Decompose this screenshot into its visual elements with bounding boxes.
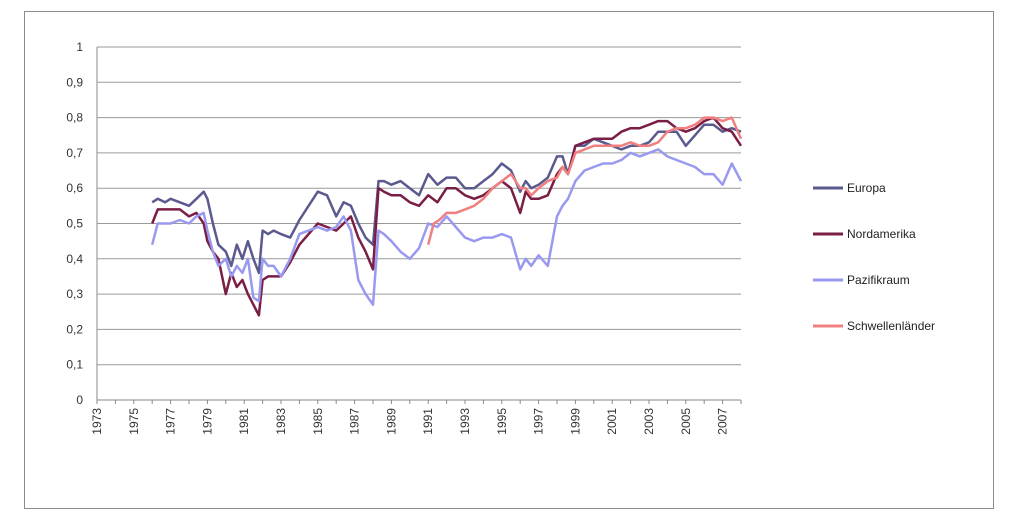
legend-label: Schwellenländer	[847, 319, 935, 333]
y-tick-label: 0,1	[66, 358, 83, 372]
y-tick-label: 0,6	[66, 181, 83, 195]
gridlines	[97, 46, 741, 366]
chart-frame: 0 0,1 0,2 0,3 0,4 0,5 0,6 0,7 0,8 0,9 1 1973 1975 19…	[24, 11, 994, 509]
x-tick-label: 1989	[384, 408, 398, 435]
y-tick-label: 0,4	[66, 252, 83, 266]
series-line-nordamerika	[151, 116, 743, 317]
y-tick-label: 0,9	[66, 75, 83, 89]
legend-label: Nordamerika	[847, 227, 916, 241]
x-tick-label: 1993	[458, 408, 472, 435]
x-tick-label: 1999	[568, 408, 582, 435]
legend-label: Europa	[847, 181, 886, 195]
y-tick-label: 0,2	[66, 322, 83, 336]
x-tick-label: 1983	[274, 408, 288, 435]
y-tick-label: 1	[76, 40, 83, 54]
line-chart: 00,10,20,30,40,50,60,70,80,91 1973 1975 19…	[66, 40, 935, 435]
y-tick-label: 0	[76, 393, 83, 407]
x-tick-label: 2001	[605, 408, 619, 435]
x-tick-label: 1995	[495, 408, 509, 435]
axes	[96, 47, 741, 401]
legend: Europa Nordamerika Pazifikraum Schwellenlän…	[813, 181, 935, 333]
x-tick-label: 1977	[164, 408, 178, 435]
x-tick-label: 1997	[532, 408, 546, 435]
x-tick-label: 1975	[127, 408, 141, 435]
y-axis-ticks: 0 0,1 0,2 0,3 0,4 0,5 0,6 0,7 0,8 0,9 1	[66, 40, 83, 407]
series-lines	[150, 116, 743, 317]
x-tick-label: 1985	[311, 408, 325, 435]
x-tick-label: 1973	[90, 408, 104, 435]
x-tick-label: 1991	[421, 408, 435, 435]
x-tick-label: 2007	[716, 408, 730, 435]
y-tick-label: 0,5	[66, 217, 83, 231]
x-tick-label: 1987	[348, 408, 362, 435]
y-tick-label: 0,8	[66, 111, 83, 125]
series-line-schwellenl-nder	[426, 116, 743, 246]
series-line-pazifikraum	[150, 148, 743, 306]
y-tick-label: 0,3	[66, 287, 83, 301]
y-tick-label: 0,7	[66, 146, 83, 160]
x-tick-label: 2005	[679, 408, 693, 435]
x-tick-label: 1979	[200, 408, 214, 435]
legend-label: Pazifikraum	[847, 273, 910, 287]
x-tick-label: 2003	[642, 408, 656, 435]
x-axis-ticks: 1973 1975 1977 1979 1981 1983 1985 1987 1989 1991…	[90, 400, 742, 435]
series-line-europa	[151, 123, 742, 275]
x-tick-label: 1981	[237, 408, 251, 435]
